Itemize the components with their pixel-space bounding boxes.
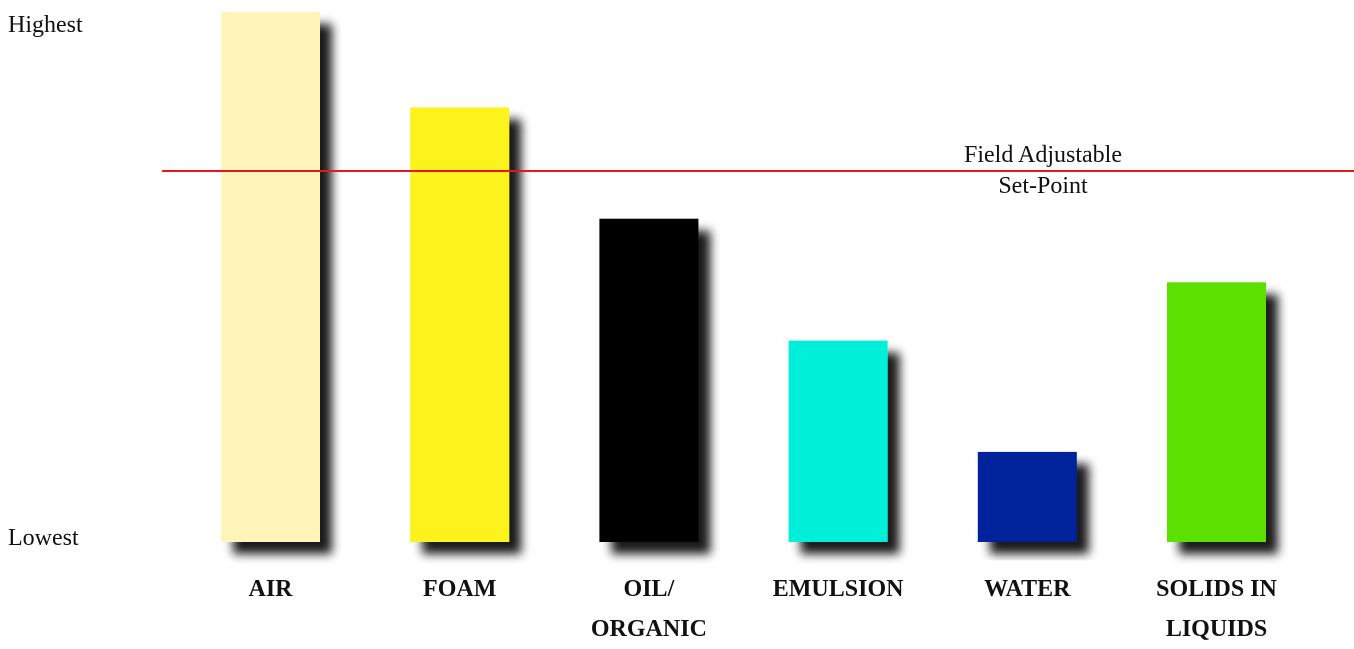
bar-foam [410, 107, 509, 542]
bar-air [221, 12, 320, 542]
bar-oil [599, 219, 698, 542]
y-axis-label-highest: Highest [8, 12, 83, 38]
y-axis-label-lowest: Lowest [8, 525, 79, 551]
category-label: SOLIDS IN LIQUIDS [1156, 576, 1277, 642]
category-label: OIL/ORGANIC [591, 576, 707, 642]
bar-water [978, 452, 1077, 542]
category-label: WATER [984, 576, 1071, 602]
bars-layer [221, 12, 1266, 542]
category-label: EMULSION [773, 576, 904, 602]
category-label: AIR [248, 576, 293, 602]
category-labels: AIR FOAM OIL/ORGANIC EMULSION WATER SOLIDS IN… [248, 576, 1277, 642]
bar-emulsion [789, 341, 888, 542]
bar-solids-in [1167, 282, 1266, 542]
category-label: FOAM [423, 576, 496, 602]
